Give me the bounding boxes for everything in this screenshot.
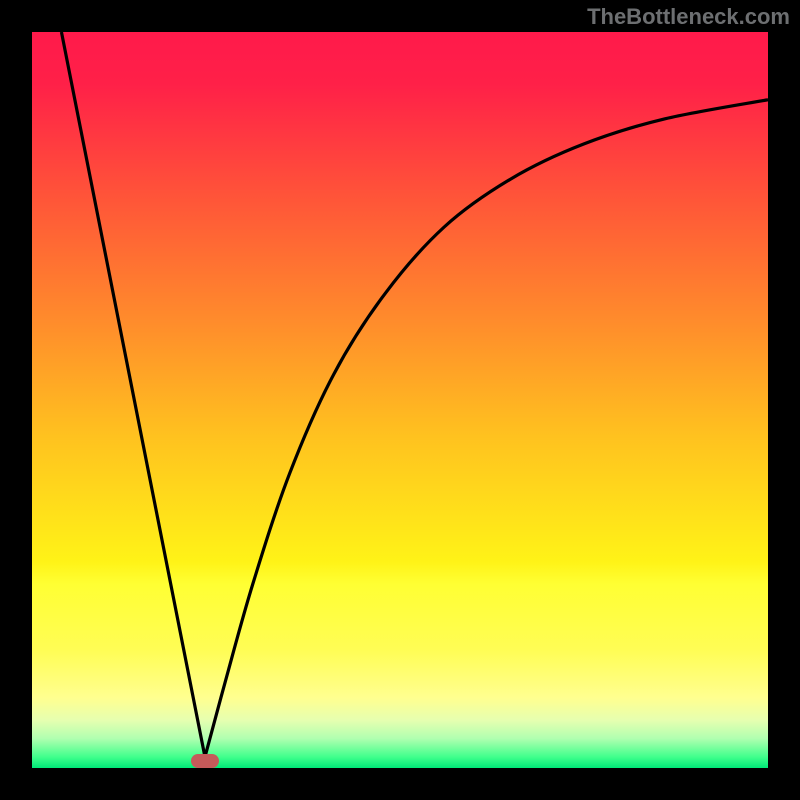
watermark-text: TheBottleneck.com <box>587 4 790 30</box>
curve-path <box>61 32 768 757</box>
valley-marker <box>191 754 219 768</box>
bottleneck-curve <box>32 32 768 768</box>
plot-area <box>32 32 768 768</box>
chart-frame: TheBottleneck.com <box>0 0 800 800</box>
